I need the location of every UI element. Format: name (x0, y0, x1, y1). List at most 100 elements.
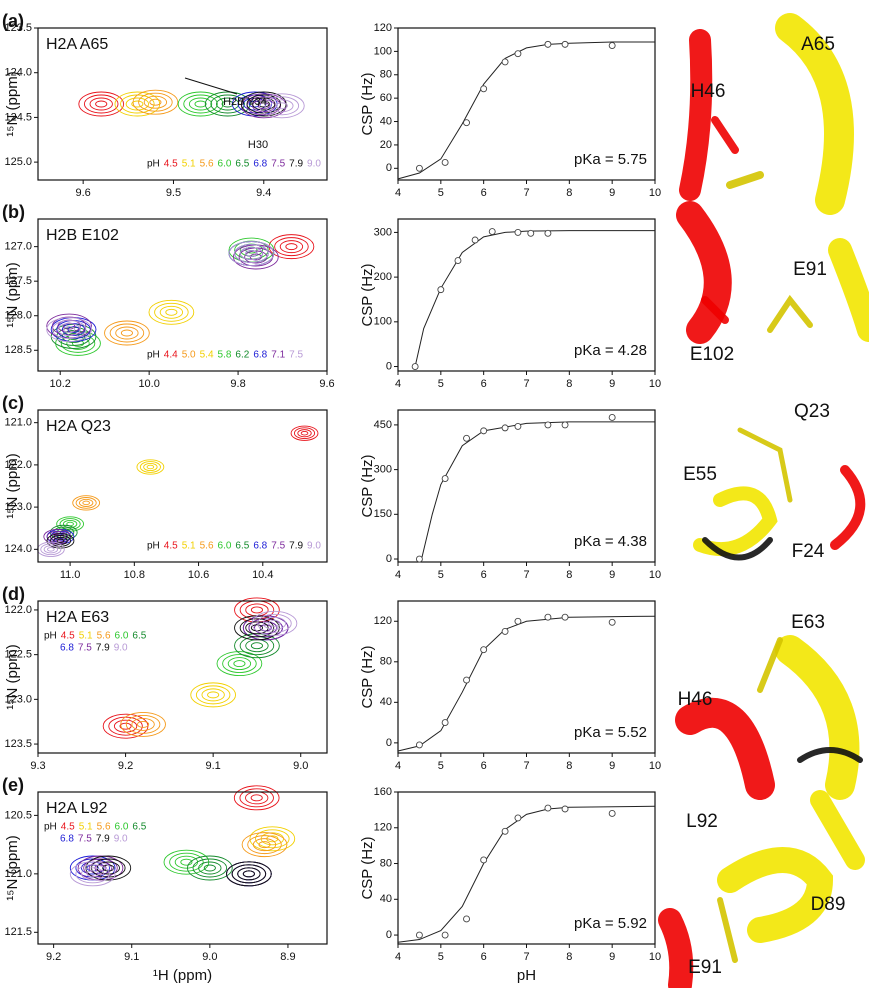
peak-contour (228, 241, 275, 266)
structure-cartoon (775, 13, 854, 215)
data-point (441, 931, 449, 939)
peak-contour (131, 717, 155, 731)
legend-entry: 7.9 (289, 541, 303, 552)
peak-contour (89, 97, 113, 111)
y-tick-label: 80 (380, 656, 392, 668)
y-tick-label: 124.5 (4, 111, 32, 123)
data-point (561, 613, 569, 621)
peak-contour (227, 657, 252, 671)
y-tick-label: 0 (386, 162, 392, 174)
y-axis-label: CSP (Hz) (359, 263, 376, 326)
peak-contour (180, 858, 193, 866)
y-tick-label: 40 (380, 696, 392, 708)
peak-contour (190, 682, 237, 708)
plot-frame (37, 27, 328, 181)
structure-cartoon (717, 847, 834, 943)
legend-title: pH (44, 822, 57, 833)
peak-contour (125, 97, 149, 111)
y-tick-label: 121.0 (4, 868, 32, 880)
plot-frame (37, 600, 328, 754)
structure-label: H46 (678, 689, 713, 710)
spectrum-title: H2B E102 (46, 227, 119, 244)
structure-cartoon (693, 486, 778, 557)
legend-entry: 6.8 (60, 643, 74, 654)
structure-cartoon (717, 897, 738, 963)
structure-label: A65 (801, 34, 835, 55)
peak-contour (245, 603, 269, 617)
peak-contour (285, 243, 298, 251)
fit-curve (414, 230, 655, 367)
x-tick-label: 9 (609, 569, 615, 581)
pka-label: pKa = 5.92 (574, 915, 647, 932)
x-tick-label: 7 (523, 760, 529, 772)
legend-entry: 7.1 (271, 350, 285, 361)
fit-curve (397, 41, 655, 180)
peak-contour (57, 319, 81, 333)
peak-contour (254, 621, 278, 635)
y-tick-label: 127.0 (4, 241, 32, 253)
x-tick-label: 9 (609, 760, 615, 772)
peak-contour (69, 861, 116, 887)
peak-contour (226, 861, 272, 887)
peak-contour (268, 234, 315, 260)
structure-cartoon (711, 116, 739, 154)
x-tick-label: 9.3 (30, 760, 45, 772)
x-tick-label: 9.0 (202, 951, 217, 963)
data-point (480, 646, 488, 654)
peak-contour (47, 547, 55, 552)
peak-contour (216, 651, 263, 677)
structure-cartoon (702, 537, 773, 561)
structure-cartoon (757, 637, 783, 693)
legend-entry: 9.0 (307, 541, 321, 552)
peak-contour (51, 320, 87, 339)
peak-contour (165, 308, 178, 316)
y-tick-label: 124.0 (4, 543, 32, 555)
peak-contour (62, 519, 78, 529)
x-tick-label: 4 (395, 378, 401, 390)
structure-cartoon (679, 29, 713, 201)
x-axis-label: pH (517, 967, 536, 984)
x-tick-label: 9.2 (118, 760, 133, 772)
peak-contour (245, 250, 258, 257)
x-tick-label: 5 (438, 951, 444, 963)
y-axis-label: CSP (Hz) (359, 645, 376, 708)
peak-contour (67, 326, 80, 333)
data-point (608, 414, 616, 421)
legend-title: pH (147, 541, 160, 552)
peak-contour (51, 316, 87, 336)
y-axis-label: ¹⁵N (ppm) (4, 71, 21, 136)
x-tick-label: 9 (609, 187, 615, 199)
peak-contour (169, 852, 204, 872)
data-point (463, 676, 470, 684)
structure-cartoon (675, 697, 775, 800)
data-point (608, 618, 616, 626)
structure-cartoon (701, 296, 729, 324)
legend-entry: 5.8 (218, 350, 232, 361)
legend-entry: 5.6 (200, 541, 214, 552)
legend-entry: 7.9 (96, 834, 110, 845)
x-tick-label: 11.0 (60, 569, 81, 581)
x-tick-label: 6 (481, 760, 487, 772)
peak-contour (72, 495, 101, 511)
peak-contour (297, 429, 312, 438)
pka-label: pKa = 4.38 (574, 533, 647, 550)
peak-contour (159, 305, 184, 319)
peak-contour (120, 711, 166, 737)
legend-entry: 6.0 (115, 631, 129, 642)
data-point (514, 617, 522, 625)
legend-entry: 7.5 (289, 350, 303, 361)
peak-contour (221, 100, 234, 108)
data-point (454, 257, 462, 265)
y-tick-label: 121.5 (4, 926, 32, 938)
x-tick-label: 9 (609, 951, 615, 963)
y-axis-label: ¹⁵N (ppm) (4, 835, 21, 900)
peak-contour (250, 606, 263, 614)
structure-cartoon (676, 201, 732, 344)
data-point (415, 555, 423, 563)
data-point (544, 421, 552, 429)
peak-contour (198, 861, 222, 875)
structure-cartoon (810, 790, 865, 870)
y-axis-label: CSP (Hz) (359, 836, 376, 899)
structure-label: D89 (811, 894, 846, 915)
data-point (527, 229, 535, 237)
